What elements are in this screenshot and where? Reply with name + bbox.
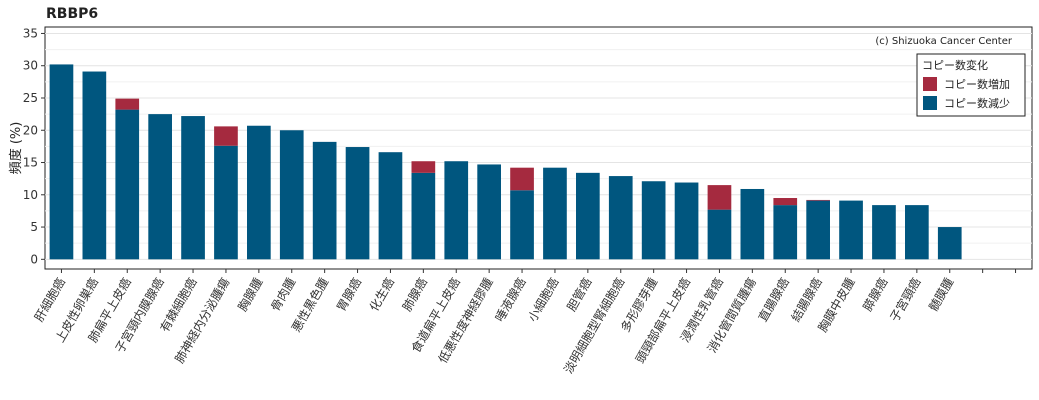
bar-decrease	[674, 182, 699, 260]
x-tick-label: 小細胞癌	[525, 275, 562, 324]
bar-decrease	[49, 64, 74, 260]
bar-decrease	[937, 227, 962, 260]
legend-swatch-decrease	[923, 96, 937, 110]
bar-increase	[773, 198, 798, 206]
bar-decrease	[214, 145, 238, 260]
legend-title: コピー数変化	[922, 58, 988, 72]
legend-swatch-increase	[923, 77, 937, 91]
x-tick-label: 淡明細胞型腎細胞癌	[560, 275, 627, 376]
x-tick-label: 結腸腺癌	[788, 275, 825, 324]
x-tick-label: 肺腺癌	[399, 275, 430, 314]
x-tick-label: 化生癌	[366, 275, 397, 314]
bar-decrease	[148, 114, 172, 260]
bar-decrease	[872, 205, 896, 260]
y-tick-label: 30	[23, 59, 38, 73]
x-tick-label: 髄膜腫	[925, 275, 956, 314]
x-tick-label: 唾液腺癌	[492, 275, 529, 324]
y-tick-label: 25	[23, 91, 38, 105]
y-tick-label: 0	[30, 252, 38, 266]
bar-increase	[214, 126, 238, 146]
legend: コピー数変化 コピー数増加 コピー数減少	[916, 53, 1026, 117]
y-tick-label: 10	[23, 188, 38, 202]
bar-decrease	[510, 190, 534, 260]
bar-decrease	[740, 188, 765, 260]
page-title: RBBP6	[46, 6, 98, 22]
bar-increase	[510, 167, 534, 191]
x-tick-label: 肝細胞癌	[31, 275, 68, 324]
y-axis-title: 頻度 (%)	[8, 122, 24, 175]
bar-decrease	[543, 167, 567, 260]
bar-decrease	[806, 200, 830, 260]
bar-decrease	[345, 147, 370, 260]
x-tick-label: 骨肉腫	[268, 276, 298, 314]
plot-border	[44, 26, 1033, 270]
bar-decrease	[312, 141, 337, 260]
bar-decrease	[839, 200, 863, 260]
bar-decrease	[247, 125, 271, 260]
x-axis: 肝細胞癌上皮性卵巣癌肺扁平上皮癌子宮頸内膜腺癌有棘細胞癌肺神経内分泌腫瘍 胸腺腫骨…	[31, 269, 1017, 376]
bar-increase	[115, 98, 140, 110]
bar-decrease	[115, 109, 140, 260]
x-tick-label: 胸腺腫	[234, 275, 265, 314]
credit-text: (c) Shizuoka Cancer Center	[875, 36, 1013, 47]
x-tick-label: 直腸腺癌	[755, 275, 792, 324]
bar-decrease	[905, 205, 929, 260]
y-tick-label: 35	[23, 26, 38, 40]
y-tick-label: 15	[23, 156, 38, 170]
bar-decrease	[608, 176, 633, 260]
x-tick-label: 膵腺癌	[860, 275, 891, 314]
x-tick-label: 胆管癌	[563, 275, 594, 314]
legend-label-increase: コピー数増加	[944, 78, 1010, 91]
bar-decrease	[181, 116, 205, 260]
bars	[49, 64, 962, 260]
bar-decrease	[82, 71, 107, 260]
bar-decrease	[279, 130, 304, 260]
y-axis: 0 5 10 15 20 25 30 35	[23, 26, 45, 266]
bar-decrease	[641, 181, 666, 260]
bar-decrease	[576, 172, 600, 260]
bar-decrease	[707, 209, 732, 260]
bar-decrease	[411, 172, 436, 260]
bar-increase	[411, 161, 436, 173]
bar-increase	[707, 185, 732, 210]
x-tick-label: 胃腺癌	[333, 275, 364, 314]
bar-decrease	[773, 205, 798, 260]
grid	[45, 32, 1032, 260]
legend-label-decrease: コピー数減少	[944, 96, 1010, 110]
y-tick-label: 20	[23, 123, 38, 137]
x-tick-label: 子宮頸癌	[886, 275, 923, 324]
bar-decrease	[378, 152, 403, 260]
bar-decrease	[444, 161, 469, 260]
y-tick-label: 5	[30, 220, 38, 234]
bar-increase	[806, 199, 830, 201]
bar-decrease	[477, 164, 501, 260]
